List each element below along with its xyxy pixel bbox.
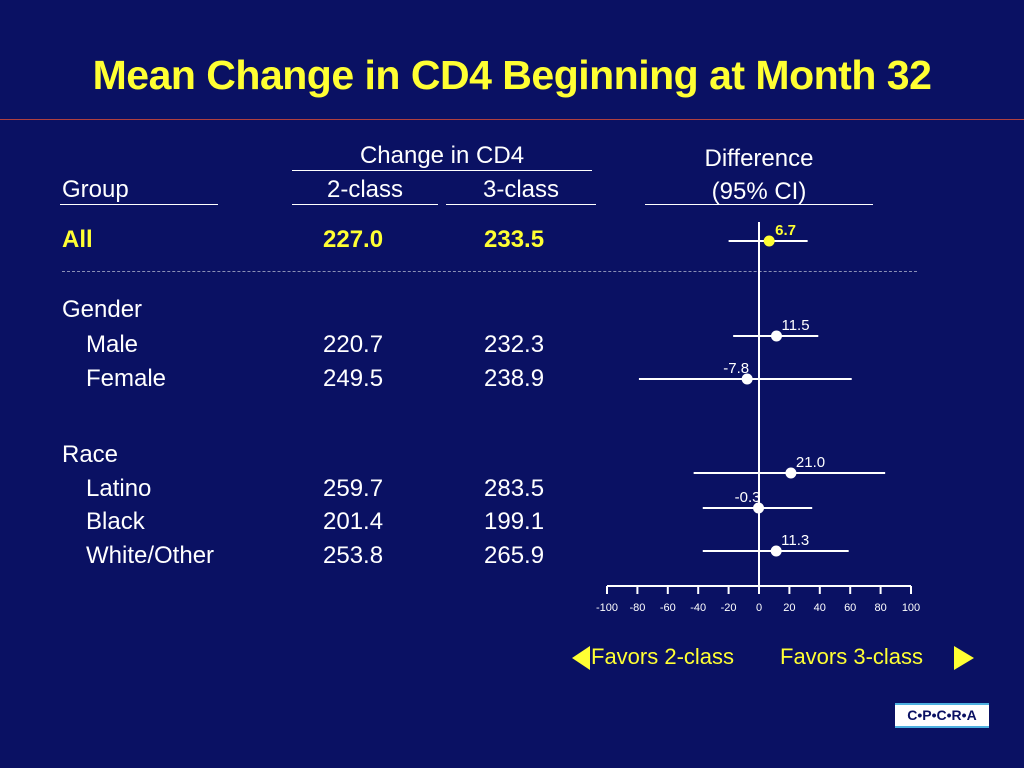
x-tick-label: 80 <box>874 602 886 614</box>
row-male-class3: 232.3 <box>484 331 545 358</box>
row-male-label: Male <box>86 331 139 358</box>
estimate-point-black <box>753 502 765 514</box>
row-white-class2: 253.8 <box>323 542 384 569</box>
class2-header: 2-class <box>326 176 404 203</box>
x-tick-label: -20 <box>721 602 737 614</box>
slide-title: Mean Change in CD4 Beginning at Month 32 <box>92 52 932 98</box>
row-black-class2: 201.4 <box>323 508 384 535</box>
difference-header-line1: Difference <box>704 145 814 172</box>
x-tick-label: 40 <box>814 602 826 614</box>
favors-3class-label: Favors 3-class <box>780 644 924 669</box>
row-all-class2: 227.0 <box>323 226 384 253</box>
x-tick-label: 20 <box>783 602 795 614</box>
row-female-class2: 249.5 <box>323 365 384 392</box>
row-latino-class2: 259.7 <box>323 475 384 502</box>
estimate-point-all <box>763 235 775 247</box>
class3-header-underline <box>446 204 596 205</box>
row-female-label: Female <box>86 365 167 392</box>
estimate-point-female <box>741 373 753 385</box>
x-tick-label: 0 <box>756 602 762 614</box>
x-tick-label: -100 <box>596 602 618 614</box>
section-divider <box>62 271 917 272</box>
row-black-label: Black <box>86 508 145 535</box>
row-all-label: All <box>62 226 93 253</box>
x-tick-label: -40 <box>690 602 706 614</box>
section-race: Race <box>62 441 119 468</box>
row-latino-class3: 283.5 <box>484 475 545 502</box>
estimate-label-all: 6.7 <box>775 222 796 239</box>
group-header: Group <box>62 176 129 203</box>
class2-header-underline <box>292 204 438 205</box>
row-male-class2: 220.7 <box>323 331 384 358</box>
row-white-class3: 265.9 <box>484 542 545 569</box>
x-tick-label: 60 <box>844 602 856 614</box>
estimate-point-latino <box>785 467 797 479</box>
x-tick-label: 100 <box>902 602 920 614</box>
estimate-label-black: -0.3 <box>735 489 761 506</box>
title-divider <box>0 119 1024 120</box>
group-header-underline <box>60 204 218 205</box>
row-latino-label: Latino <box>86 475 152 502</box>
difference-header-line2: (95% CI) <box>711 178 807 205</box>
estimate-point-male <box>770 330 782 342</box>
estimate-label-white-other: 11.3 <box>781 532 809 549</box>
estimate-point-white-other <box>770 545 782 557</box>
estimate-label-male: 11.5 <box>781 317 809 334</box>
right-arrow-icon <box>954 646 974 670</box>
favors-2class-label: Favors 2-class <box>591 644 735 669</box>
change-header-underline <box>292 170 592 171</box>
row-female-class3: 238.9 <box>484 365 545 392</box>
class3-header: 3-class <box>482 176 560 203</box>
estimate-label-latino: 21.0 <box>796 454 825 471</box>
x-tick-label: -80 <box>629 602 645 614</box>
estimate-label-female: -7.8 <box>723 360 749 377</box>
cpcra-logo: C•P•C•R•A <box>895 703 989 728</box>
section-gender: Gender <box>62 296 143 323</box>
row-white-label: White/Other <box>86 542 215 569</box>
change-header: Change in CD4 <box>359 142 525 169</box>
row-all-class3: 233.5 <box>484 226 545 253</box>
row-black-class3: 199.1 <box>484 508 545 535</box>
left-arrow-icon <box>572 646 590 670</box>
x-tick-label: -60 <box>660 602 676 614</box>
difference-header-underline <box>645 204 873 205</box>
